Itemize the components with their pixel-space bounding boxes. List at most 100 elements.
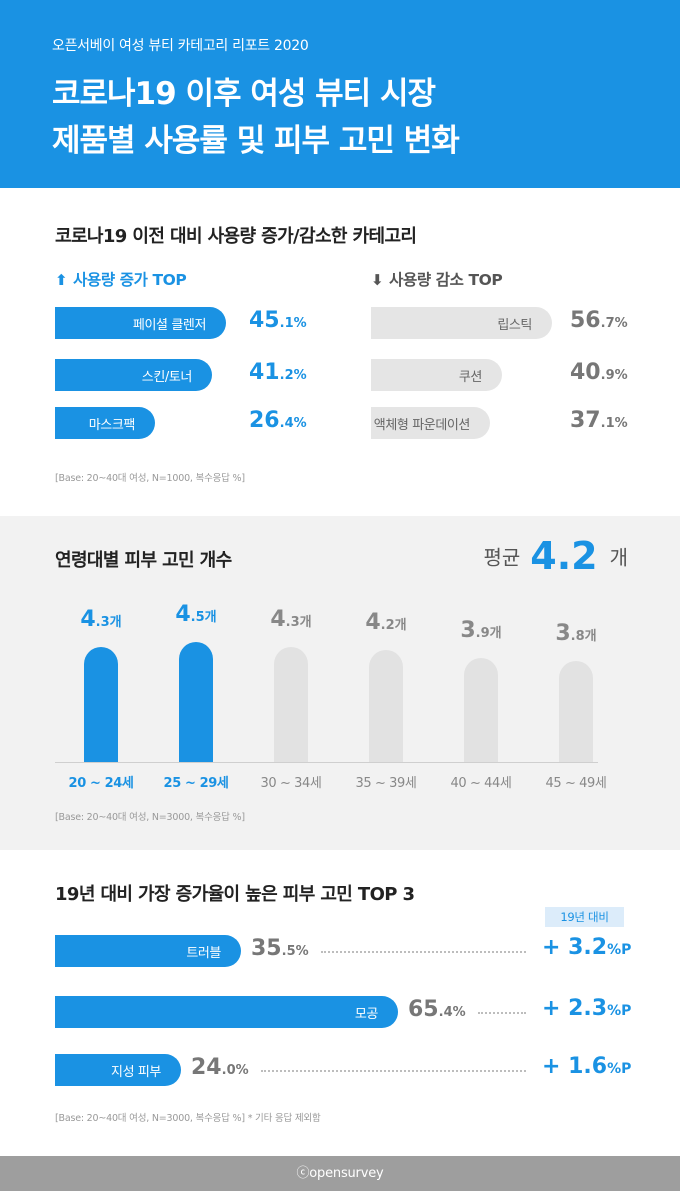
age-category-2: 25 ~ 29세 xyxy=(163,776,229,791)
decrease-value-1-decimal: .7% xyxy=(600,316,628,331)
age-chart-title: 연령대별 피부 고민 개수 xyxy=(55,550,232,571)
report-title-line-2: 제품별 사용률 및 피부 고민 변화 xyxy=(52,123,460,159)
average-unit: 개 xyxy=(609,545,628,570)
concern-bar-1: 트러블 xyxy=(55,935,241,967)
age-value-6: 3.8개 xyxy=(536,621,616,646)
concern-change-unit-2: %P xyxy=(607,1003,632,1019)
increase-value-1-main: 45 xyxy=(249,308,280,333)
decrease-value-3: 37.1% xyxy=(570,408,628,433)
concern-value-3: 24.0% xyxy=(191,1055,249,1080)
age-value-6-main: 3 xyxy=(555,621,571,646)
concern-change-2: + 2.3%P xyxy=(542,996,631,1021)
age-category-4: 35 ~ 39세 xyxy=(355,776,417,791)
concern-change-unit-3: %P xyxy=(607,1061,632,1077)
age-skin-concern-section: 연령대별 피부 고민 개수 평균 4.2 개 4.3개 20 ~ 24세 4.5개 25 … xyxy=(0,516,680,850)
age-value-4-decimal: .2개 xyxy=(380,618,407,633)
decrease-value-2-main: 40 xyxy=(570,360,601,385)
concern-value-1: 35.5% xyxy=(251,936,309,961)
header-banner: 오픈서베이 여성 뷰티 카테고리 리포트 2020 코로나19 이후 여성 뷰티… xyxy=(0,0,680,188)
average-value: 4.2 xyxy=(530,534,598,578)
decrease-value-3-main: 37 xyxy=(570,408,601,433)
concern-change-3: + 1.6%P xyxy=(542,1054,631,1079)
concern-value-2-main: 65 xyxy=(408,997,439,1022)
age-value-3: 4.3개 xyxy=(251,607,331,632)
age-value-5-main: 3 xyxy=(460,618,476,643)
concern-change-main-2: + 2.3 xyxy=(542,996,608,1021)
increase-top-heading: ⬆ 사용량 증가 TOP xyxy=(55,268,187,290)
concern-value-3-main: 24 xyxy=(191,1055,222,1080)
age-value-2: 4.5개 xyxy=(156,602,236,627)
increase-value-1-decimal: .1% xyxy=(279,316,307,331)
average-label: 평균 xyxy=(483,545,521,570)
concern-value-1-main: 35 xyxy=(251,936,282,961)
concern-change-unit-1: %P xyxy=(607,942,632,958)
increase-value-3-decimal: .4% xyxy=(279,416,307,431)
age-bar-2 xyxy=(179,642,213,762)
age-category-3: 30 ~ 34세 xyxy=(260,776,322,791)
age-value-3-main: 4 xyxy=(270,607,286,632)
decrease-value-3-decimal: .1% xyxy=(600,416,628,431)
increase-value-3-main: 26 xyxy=(249,408,280,433)
growth-chart-title: 19년 대비 가장 증가율이 높은 피부 고민 TOP 3 xyxy=(55,884,415,905)
footer-copyright: ⓒopensurvey xyxy=(0,1156,680,1191)
decrease-value-2-decimal: .9% xyxy=(600,368,628,383)
age-value-3-decimal: .3개 xyxy=(285,615,312,630)
age-value-5-decimal: .9개 xyxy=(475,626,502,641)
increase-value-2-decimal: .2% xyxy=(279,368,307,383)
concern-change-main-3: + 1.6 xyxy=(542,1054,608,1079)
concern-bar-3: 지성 피부 xyxy=(55,1054,181,1086)
vs-2019-badge: 19년 대비 xyxy=(545,907,624,927)
increase-value-2-main: 41 xyxy=(249,360,280,385)
decrease-top-label: 사용량 감소 TOP xyxy=(389,271,503,289)
age-bar-3 xyxy=(274,647,308,762)
decrease-top-heading: ⬇ 사용량 감소 TOP xyxy=(371,268,503,290)
age-value-1-main: 4 xyxy=(80,607,96,632)
concern-change-1: + 3.2%P xyxy=(542,935,631,960)
increase-bar-2: 스킨/토너 xyxy=(55,359,212,391)
age-bar-1 xyxy=(84,647,118,762)
age-value-4: 4.2개 xyxy=(346,610,426,635)
report-title-line-1: 코로나19 이후 여성 뷰티 시장 xyxy=(52,76,436,112)
concern-value-3-decimal: .0% xyxy=(221,1063,249,1078)
skin-concern-growth-section: 19년 대비 가장 증가율이 높은 피부 고민 TOP 3 19년 대비 트러블… xyxy=(0,850,680,1156)
age-value-4-main: 4 xyxy=(365,610,381,635)
decrease-bar-3: 액체형 파운데이션 xyxy=(371,407,490,439)
age-bar-5 xyxy=(464,658,498,762)
report-subtitle: 오픈서베이 여성 뷰티 카테고리 리포트 2020 xyxy=(52,38,309,54)
usage-change-title: 코로나19 이전 대비 사용량 증가/감소한 카테고리 xyxy=(55,226,417,247)
decrease-value-1-main: 56 xyxy=(570,308,601,333)
arrow-up-icon: ⬆ xyxy=(55,271,68,289)
section1-base-note: [Base: 20~40대 여성, N=1000, 복수응답 %] xyxy=(55,473,245,484)
age-bar-4 xyxy=(369,650,403,762)
age-value-6-decimal: .8개 xyxy=(570,629,597,644)
age-category-1: 20 ~ 24세 xyxy=(68,776,134,791)
increase-value-2: 41.2% xyxy=(249,360,307,385)
decrease-bar-1: 립스틱 xyxy=(371,307,552,339)
age-value-2-main: 4 xyxy=(175,602,191,627)
average-count: 평균 4.2 개 xyxy=(483,534,628,578)
increase-value-3: 26.4% xyxy=(249,408,307,433)
increase-top-label: 사용량 증가 TOP xyxy=(73,271,187,289)
section2-base-note: [Base: 20~40대 여성, N=3000, 복수응답 %] xyxy=(55,812,245,823)
concern-value-2: 65.4% xyxy=(408,997,466,1022)
concern-bar-2: 모공 xyxy=(55,996,398,1028)
usage-change-section: 코로나19 이전 대비 사용량 증가/감소한 카테고리 ⬆ 사용량 증가 TOP … xyxy=(0,188,680,516)
concern-value-1-decimal: .5% xyxy=(281,944,309,959)
decrease-value-1: 56.7% xyxy=(570,308,628,333)
increase-value-1: 45.1% xyxy=(249,308,307,333)
age-category-5: 40 ~ 44세 xyxy=(450,776,512,791)
age-value-1-decimal: .3개 xyxy=(95,615,122,630)
x-axis-line xyxy=(55,762,598,763)
age-value-5: 3.9개 xyxy=(441,618,521,643)
increase-bar-3: 마스크팩 xyxy=(55,407,155,439)
age-category-6: 45 ~ 49세 xyxy=(545,776,607,791)
section3-base-note: [Base: 20~40대 여성, N=3000, 복수응답 %] * 기타 응… xyxy=(55,1113,321,1124)
arrow-down-icon: ⬇ xyxy=(371,271,384,289)
concern-dotted-leader-1 xyxy=(321,951,526,953)
concern-value-2-decimal: .4% xyxy=(438,1005,466,1020)
age-value-1: 4.3개 xyxy=(61,607,141,632)
age-bar-6 xyxy=(559,661,593,762)
increase-bar-1: 페이셜 클렌저 xyxy=(55,307,226,339)
concern-change-main-1: + 3.2 xyxy=(542,935,608,960)
decrease-bar-2: 쿠션 xyxy=(371,359,502,391)
